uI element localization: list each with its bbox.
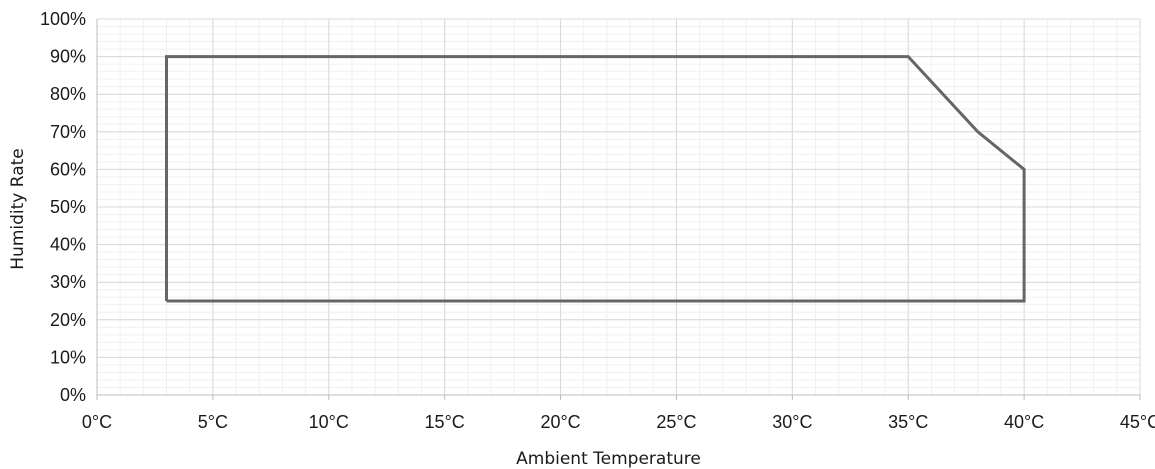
x-tick-label: 30°C <box>772 412 812 432</box>
y-tick-label: 100% <box>40 9 86 29</box>
x-tick-label: 0°C <box>82 412 112 432</box>
y-tick-label: 10% <box>50 347 86 367</box>
x-tick-label: 40°C <box>1004 412 1044 432</box>
x-tick-label: 45°C <box>1120 412 1155 432</box>
x-axis-title: Ambient Temperature <box>516 449 701 469</box>
x-tick-label: 25°C <box>656 412 696 432</box>
major-gridlines <box>96 18 1141 396</box>
y-tick-label: 20% <box>50 310 86 330</box>
x-tick-label: 35°C <box>888 412 928 432</box>
x-tick-label: 5°C <box>198 412 228 432</box>
y-tick-labels: 0% 10% 20% 30% 40% 50% 60% 70% 80% 90% 100% <box>40 9 86 405</box>
y-tick-label: 80% <box>50 84 86 104</box>
x-tick-labels: 0°C 5°C 10°C 15°C 20°C 25°C 30°C 35°C 40°C 45°C <box>82 395 1155 432</box>
y-tick-label: 70% <box>50 122 86 142</box>
y-axis-title: Humidity Rate <box>8 148 28 269</box>
x-tick-label: 20°C <box>540 412 580 432</box>
series-layer <box>165 55 1026 303</box>
y-tick-label: 40% <box>50 235 86 255</box>
series-line <box>165 55 1026 303</box>
y-tick-label: 0% <box>60 385 86 405</box>
y-tick-label: 60% <box>50 159 86 179</box>
x-tick-label: 15°C <box>425 412 465 432</box>
y-tick-label: 90% <box>50 47 86 67</box>
y-tick-label: 30% <box>50 272 86 292</box>
x-tick-label: 10°C <box>309 412 349 432</box>
y-tick-label: 50% <box>50 197 86 217</box>
